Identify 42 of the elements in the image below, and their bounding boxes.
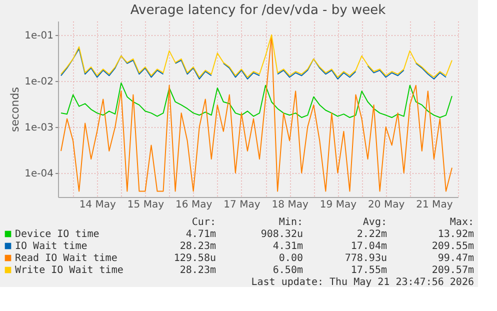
text: 2.22m (356, 229, 387, 240)
x-tick-label: 14 May (79, 200, 116, 210)
text: Min: (278, 217, 303, 228)
text: 209.57m (432, 265, 474, 276)
line-series (60, 34, 452, 78)
x-tick-label: 18 May (272, 200, 308, 210)
y-tick-label: 1e-03 (24, 122, 54, 134)
legend-label: Read IO Wait time (15, 253, 118, 264)
text: Last update: Thu May 21 23:47:56 2026 (251, 277, 474, 288)
text: 209.55m (432, 241, 474, 252)
x-tick-label: 19 May (320, 200, 357, 210)
text: 28.23m (180, 265, 216, 276)
text: 17.04m (350, 241, 387, 252)
text: 6.50m (272, 265, 303, 276)
text: 4.71m (186, 229, 216, 240)
legend-label: Device IO time (15, 229, 100, 240)
text: 0.00 (278, 253, 303, 264)
text: 28.23m (180, 241, 216, 252)
text: Cur: (192, 217, 216, 228)
x-tick-label: 20 May (368, 200, 405, 210)
y-tick-label: 1e-04 (24, 168, 54, 180)
x-tick-label: 17 May (224, 200, 260, 210)
text: 17.55m (350, 265, 387, 276)
text: 129.58u (174, 253, 216, 264)
text: 99.47m (438, 253, 474, 264)
y-tick-label: 1e-02 (24, 76, 54, 88)
line-series (60, 82, 452, 118)
text: 13.92m (438, 229, 474, 240)
legend-label: IO Wait time (15, 241, 88, 252)
text: Max: (450, 217, 474, 228)
line-series (60, 34, 452, 192)
text: 778.93u (344, 253, 387, 264)
text: Avg: (362, 217, 387, 228)
x-tick-label: 16 May (176, 200, 212, 210)
text: 4.31m (272, 241, 303, 252)
y-tick-label: 1e-01 (24, 30, 54, 42)
y-axis-title: seconds (8, 86, 22, 132)
x-tick-label: 21 May (416, 200, 453, 210)
text: 908.32u (260, 229, 303, 240)
x-tick-label: 15 May (127, 200, 164, 210)
chart-title: Average latency for /dev/vda - by week (130, 3, 386, 18)
legend-label: Write IO Wait time (15, 265, 124, 276)
